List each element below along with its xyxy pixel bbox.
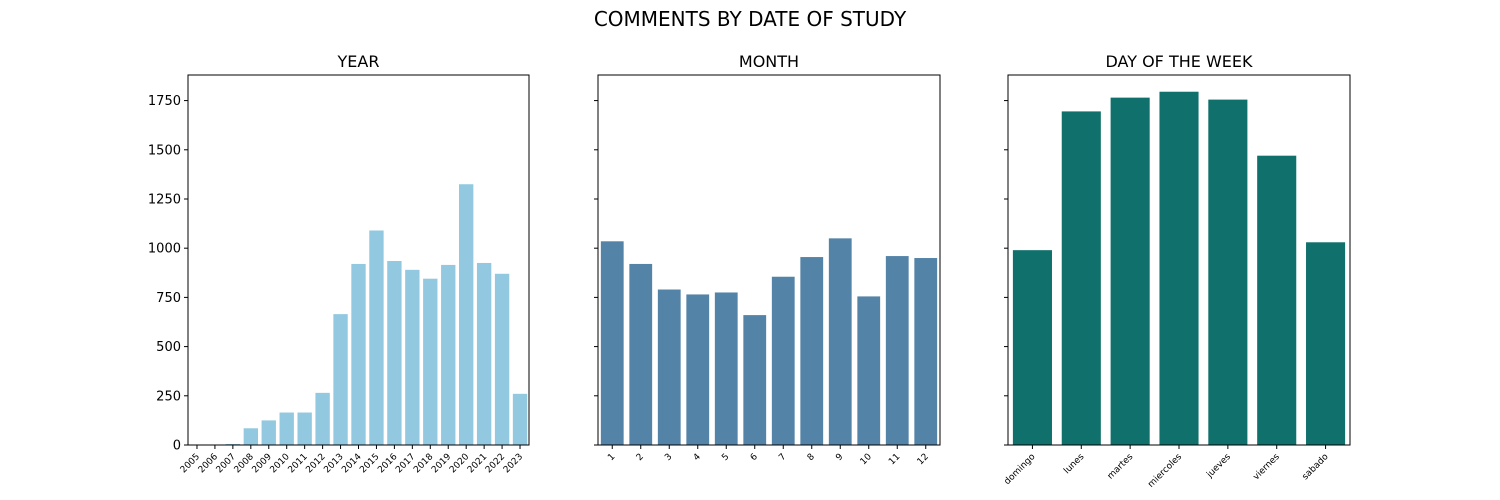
bar xyxy=(333,314,348,445)
bar xyxy=(1110,97,1150,445)
x-tick-label: 2017 xyxy=(394,452,417,475)
x-tick-label: 2015 xyxy=(358,452,381,475)
bar xyxy=(243,428,258,445)
bar xyxy=(743,315,767,445)
bar xyxy=(315,392,330,445)
panel-year: YEAR025050075010001250150017502005200620… xyxy=(148,52,530,475)
x-tick-label: 2005 xyxy=(179,452,202,475)
axes-frame xyxy=(597,74,941,446)
x-tick-label: sabado xyxy=(1301,452,1332,483)
x-tick-label: jueves xyxy=(1204,452,1233,481)
x-tick-label: 5 xyxy=(720,452,731,463)
x-tick-label: 2014 xyxy=(340,452,363,475)
x-tick-label: 2007 xyxy=(215,452,238,475)
y-tick-label: 1250 xyxy=(148,192,181,207)
x-tick-label: 3 xyxy=(663,452,674,463)
bar xyxy=(629,263,653,445)
bar xyxy=(1012,250,1052,445)
x-tick-label: 2019 xyxy=(430,452,453,475)
y-tick-label: 1000 xyxy=(148,242,181,257)
x-tick-label: 10 xyxy=(859,452,874,467)
bar xyxy=(512,393,528,445)
bar xyxy=(369,230,384,445)
bar xyxy=(261,420,276,445)
panel-title: DAY OF THE WEEK xyxy=(1105,52,1253,71)
x-tick-label: 2016 xyxy=(376,452,399,475)
bar xyxy=(459,184,474,446)
bar xyxy=(1306,242,1346,445)
x-tick-label: 9 xyxy=(834,452,845,463)
x-tick-label: 2021 xyxy=(466,452,489,475)
y-tick-label: 500 xyxy=(156,340,181,355)
panel-title: MONTH xyxy=(739,52,799,71)
bar xyxy=(657,289,681,445)
x-tick-label: 2013 xyxy=(322,452,345,475)
x-tick-label: 1 xyxy=(606,452,617,463)
bar xyxy=(714,292,738,445)
bar xyxy=(1159,91,1199,445)
x-tick-label: 6 xyxy=(749,452,760,463)
x-tick-label: 2011 xyxy=(287,452,310,475)
x-tick-label: martes xyxy=(1106,452,1136,482)
x-tick-label: 12 xyxy=(916,452,931,467)
y-tick-label: 0 xyxy=(173,439,181,454)
x-tick-label: 2012 xyxy=(304,452,327,475)
x-tick-label: 2008 xyxy=(233,452,256,475)
bar xyxy=(857,296,881,445)
x-tick-label: miercoles xyxy=(1146,452,1184,490)
x-tick-label: 4 xyxy=(692,452,703,463)
bar xyxy=(279,412,294,445)
bar xyxy=(800,257,824,445)
x-tick-label: domingo xyxy=(1003,452,1038,487)
x-tick-label: 8 xyxy=(806,452,817,463)
x-tick-label: 11 xyxy=(887,452,902,467)
bar xyxy=(441,264,456,445)
bar xyxy=(1208,99,1248,445)
bar xyxy=(828,238,852,445)
bar xyxy=(423,278,438,445)
x-tick-label: 2006 xyxy=(197,452,220,475)
x-tick-label: 2022 xyxy=(484,452,507,475)
bar xyxy=(405,269,420,445)
bar xyxy=(1061,111,1101,445)
bar xyxy=(351,263,366,445)
y-tick-label: 1750 xyxy=(148,94,181,109)
bar xyxy=(885,256,909,445)
panel-day-of-the-week: DAY OF THE WEEK domingo lunes martes miercol… xyxy=(1003,52,1351,490)
chart-suptitle: COMMENTS BY DATE OF STUDY xyxy=(594,7,907,31)
x-tick-label: 2009 xyxy=(251,452,274,475)
bar xyxy=(686,294,710,445)
bar xyxy=(297,412,312,445)
bar xyxy=(600,241,624,445)
bar xyxy=(387,260,402,445)
y-tick-label: 250 xyxy=(156,389,181,404)
x-tick-label: 7 xyxy=(777,452,788,463)
x-tick-label: lunes xyxy=(1062,452,1086,476)
bar xyxy=(494,273,510,445)
y-tick-label: 750 xyxy=(156,291,181,306)
x-tick-label: 2018 xyxy=(412,452,435,475)
x-tick-label: 2010 xyxy=(269,452,292,475)
panel-title: YEAR xyxy=(337,52,380,71)
bar xyxy=(1257,155,1297,445)
x-tick-label: 2020 xyxy=(448,452,471,475)
bar xyxy=(771,276,795,445)
x-tick-label: 2023 xyxy=(502,452,525,475)
bar xyxy=(914,258,938,445)
x-tick-label: viernes xyxy=(1252,452,1283,483)
y-tick-label: 1500 xyxy=(148,143,181,158)
bar xyxy=(476,262,492,445)
x-tick-label: 2 xyxy=(635,452,646,463)
